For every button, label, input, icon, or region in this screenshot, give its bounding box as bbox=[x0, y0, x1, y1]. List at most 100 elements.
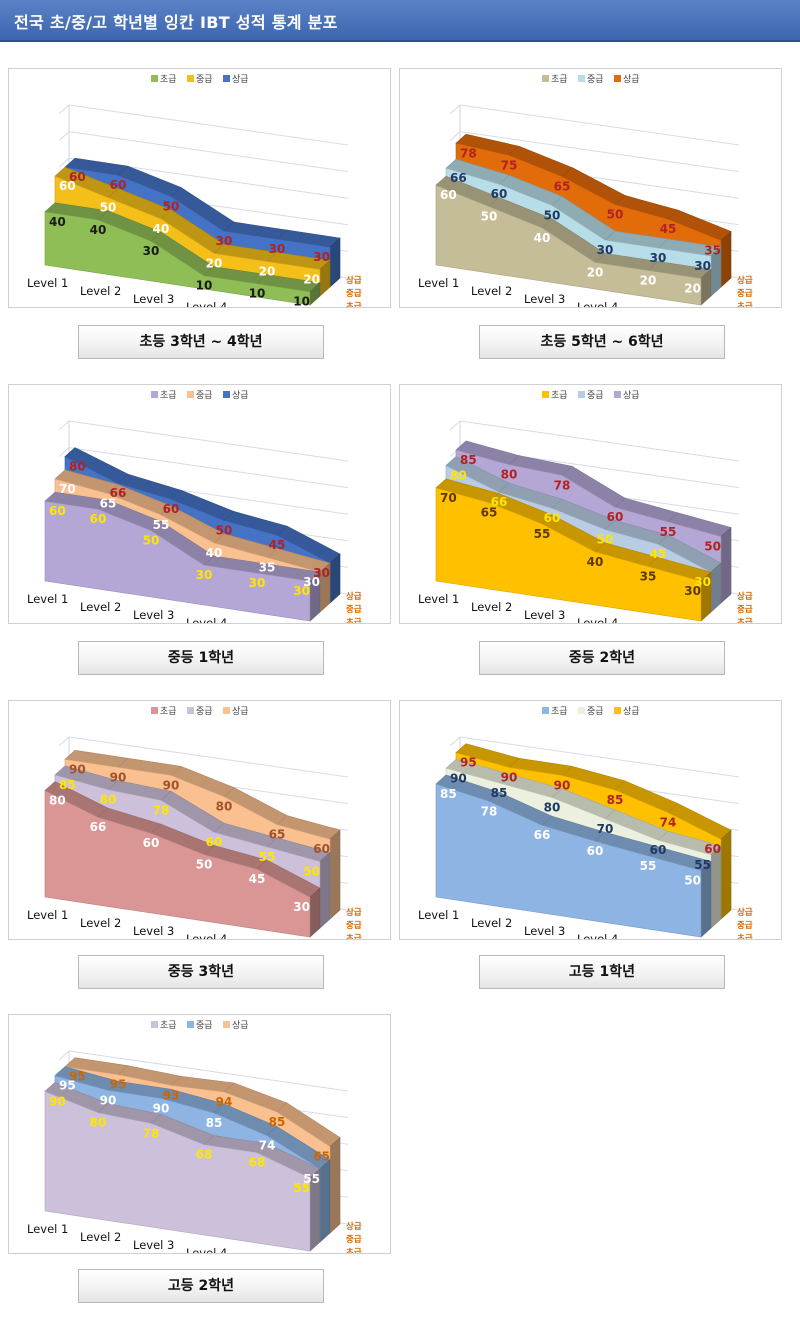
x-tick-label: Level 3 bbox=[524, 924, 565, 938]
data-label: 30 bbox=[143, 244, 160, 258]
data-label: 78 bbox=[153, 803, 170, 817]
data-label: 85 bbox=[269, 1115, 286, 1129]
legend-label: 상급 bbox=[623, 706, 640, 717]
legend-swatch bbox=[151, 75, 158, 82]
data-label: 60 bbox=[49, 504, 66, 518]
legend-swatch bbox=[151, 707, 158, 714]
x-tick-label: Level 2 bbox=[80, 600, 121, 614]
x-tick-label: Level 2 bbox=[80, 1230, 121, 1244]
data-label: 50 bbox=[216, 524, 233, 538]
data-label: 78 bbox=[481, 804, 498, 818]
data-label: 30 bbox=[694, 575, 711, 589]
legend-label: 중급 bbox=[587, 74, 604, 85]
data-label: 50 bbox=[607, 208, 624, 222]
data-label: 70 bbox=[59, 482, 76, 496]
x-tick-label: Level 2 bbox=[471, 916, 512, 930]
x-tick-label: Level 3 bbox=[524, 608, 565, 622]
x-tick-label: Level 4 bbox=[577, 616, 618, 623]
depth-tick-label: 초급 bbox=[346, 302, 362, 307]
data-label: 55 bbox=[534, 527, 551, 541]
data-label: 60 bbox=[110, 178, 127, 192]
data-label: 85 bbox=[59, 778, 76, 792]
data-label: 90 bbox=[100, 1093, 117, 1107]
data-label: 65 bbox=[313, 1150, 330, 1164]
chart-legend: 초급 중급 상급 bbox=[542, 706, 640, 717]
data-label: 45 bbox=[660, 222, 677, 236]
data-label: 95 bbox=[110, 1078, 127, 1092]
chart-legend: 초급 중급 상급 bbox=[151, 390, 249, 401]
data-label: 20 bbox=[206, 256, 223, 270]
data-label: 10 bbox=[293, 295, 310, 307]
legend-swatch bbox=[187, 391, 194, 398]
data-label: 50 bbox=[196, 858, 213, 872]
series-area-0 bbox=[435, 175, 712, 306]
depth-tick-label: 중급 bbox=[346, 921, 362, 931]
chart-panel-elem-5-6: 78 75 65 50 45 35 66 60 50 30 30 30 60 50 40 20 20 20 Leve… bbox=[399, 68, 782, 308]
depth-tick-label: 중급 bbox=[737, 605, 753, 615]
data-label: 60 bbox=[704, 842, 721, 856]
data-label: 55 bbox=[259, 850, 276, 864]
chart-caption-middle-3: 중등 3학년 bbox=[78, 955, 324, 989]
chart-panel-middle-2: 85 80 78 60 55 50 80 66 60 50 45 30 70 65 55 40 35 30 Leve… bbox=[399, 384, 782, 624]
area-chart-svg: 90 90 90 80 65 60 85 80 78 60 55 50 80 66 60 50 45 30 Leve… bbox=[27, 706, 362, 939]
data-label: 60 bbox=[69, 170, 86, 184]
data-label: 30 bbox=[293, 900, 310, 914]
legend-label: 상급 bbox=[232, 74, 249, 85]
legend-label: 상급 bbox=[232, 390, 249, 401]
depth-tick-label: 중급 bbox=[737, 921, 753, 931]
depth-tick-label: 상급 bbox=[737, 275, 753, 286]
data-label: 60 bbox=[491, 187, 508, 201]
legend-swatch bbox=[151, 1021, 158, 1028]
x-tick-label: Level 2 bbox=[80, 284, 121, 298]
legend-swatch bbox=[614, 391, 621, 398]
data-label: 50 bbox=[544, 209, 561, 223]
series-area-0 bbox=[435, 774, 712, 938]
data-label: 50 bbox=[481, 210, 498, 224]
data-label: 60 bbox=[90, 512, 107, 526]
depth-tick-label: 상급 bbox=[346, 1221, 362, 1232]
data-label: 20 bbox=[303, 272, 320, 286]
chart-legend: 초급 중급 상급 bbox=[151, 1020, 249, 1031]
chart-legend: 초급 중급 상급 bbox=[542, 74, 640, 85]
chart-caption-elem-5-6: 초등 5학년 ~ 6학년 bbox=[479, 325, 725, 359]
data-label: 30 bbox=[684, 584, 701, 598]
legend-label: 중급 bbox=[587, 390, 604, 401]
data-label: 35 bbox=[259, 560, 276, 574]
data-label: 40 bbox=[206, 546, 223, 560]
data-label: 80 bbox=[69, 460, 86, 474]
data-label: 30 bbox=[196, 568, 213, 582]
data-label: 60 bbox=[650, 843, 667, 857]
legend-label: 중급 bbox=[196, 74, 213, 85]
data-label: 55 bbox=[660, 525, 677, 539]
x-tick-label: Level 4 bbox=[186, 300, 227, 307]
depth-tick-label: 상급 bbox=[346, 907, 362, 918]
legend-label: 상급 bbox=[623, 390, 640, 401]
data-label: 80 bbox=[49, 794, 66, 808]
data-label: 60 bbox=[587, 844, 604, 858]
data-label: 78 bbox=[143, 1126, 160, 1140]
chart-legend: 초급 중급 상급 bbox=[151, 706, 249, 717]
legend-label: 상급 bbox=[232, 706, 249, 717]
data-label: 60 bbox=[440, 188, 457, 202]
x-tick-label: Level 4 bbox=[186, 1246, 227, 1253]
data-label: 55 bbox=[153, 518, 170, 532]
x-tick-label: Level 3 bbox=[524, 292, 565, 306]
chart-panel-middle-3: 90 90 90 80 65 60 85 80 78 60 55 50 80 66 60 50 45 30 Leve… bbox=[8, 700, 391, 940]
data-label: 95 bbox=[59, 1079, 76, 1093]
data-label: 50 bbox=[684, 874, 701, 888]
data-label: 55 bbox=[293, 1181, 310, 1195]
legend-label: 중급 bbox=[196, 1020, 213, 1031]
data-label: 85 bbox=[607, 793, 624, 807]
area-chart-svg: 806660504530706555403530606050303030Leve… bbox=[27, 390, 362, 623]
series-area-0 bbox=[44, 1081, 321, 1252]
data-label: 80 bbox=[90, 1116, 107, 1130]
x-tick-label: Level 3 bbox=[133, 608, 174, 622]
data-label: 85 bbox=[440, 787, 457, 801]
data-label: 30 bbox=[650, 251, 667, 265]
data-label: 66 bbox=[450, 171, 467, 185]
data-label: 94 bbox=[216, 1095, 233, 1109]
data-label: 45 bbox=[249, 872, 266, 886]
data-label: 60 bbox=[607, 510, 624, 524]
data-label: 90 bbox=[69, 762, 86, 776]
